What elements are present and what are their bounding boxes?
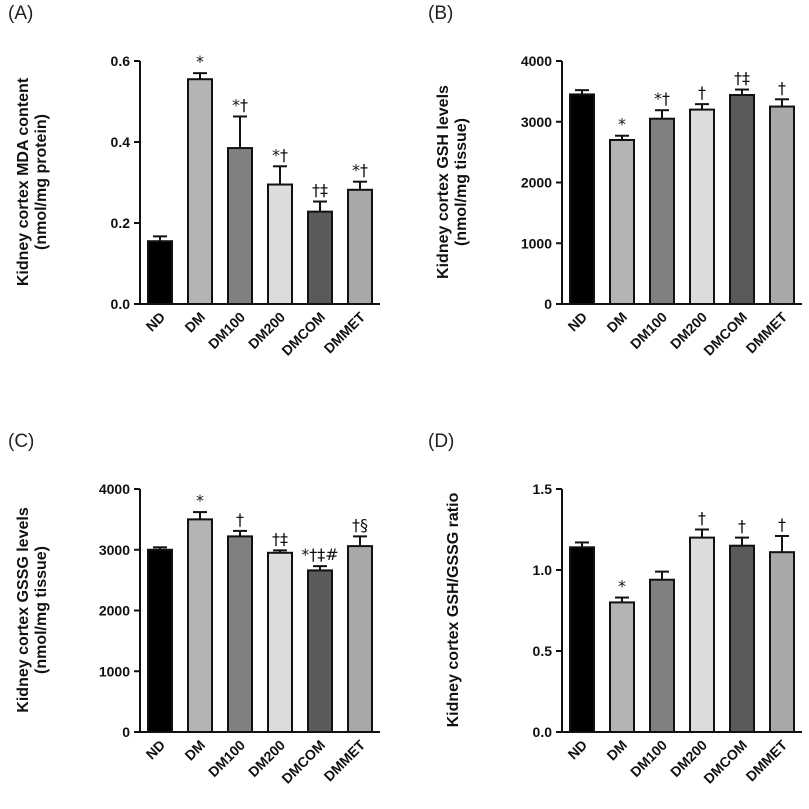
bar-dm200 — [267, 183, 293, 305]
significance-label: *† — [654, 89, 670, 108]
bar-dm — [609, 138, 635, 305]
chart-panel-3: (C) Kidney cortex GSSG levels (nmol/mg tis… — [8, 431, 380, 787]
x-tick-label: DM — [603, 309, 630, 336]
y-axis-label: Kidney cortex GSH levels — [435, 85, 452, 279]
x-tick-label: DMMET — [743, 736, 791, 784]
bar-dm200 — [689, 536, 715, 733]
y-tick-label: 2000 — [99, 603, 130, 619]
x-tick-label: ND — [564, 737, 590, 763]
bar-dm — [609, 601, 635, 734]
bar-nd — [569, 546, 595, 733]
bar-dmmet — [347, 545, 373, 733]
bar-dmmet — [769, 551, 795, 733]
y-tick-label: 0.0 — [533, 724, 553, 740]
significance-label: † — [236, 510, 244, 529]
x-tick-label: DMCOM — [700, 309, 750, 359]
significance-label: * — [618, 577, 626, 596]
bar-dmcom — [307, 210, 333, 305]
bar-dmcom — [307, 569, 333, 734]
bar-dm — [187, 78, 213, 305]
bar-dmcom — [729, 544, 755, 734]
chart-panel-1: (A) Kidney cortex MDA content (nmol/mg pro… — [8, 3, 380, 359]
y-tick-label: 3000 — [99, 542, 130, 558]
bar-nd — [147, 240, 173, 306]
y-tick-label: 1000 — [521, 235, 552, 251]
significance-label: *†‡# — [301, 545, 338, 564]
significance-label: † — [778, 515, 786, 534]
bar-nd — [147, 548, 173, 733]
bar-dm100 — [649, 117, 675, 306]
y-tick-label: 0.4 — [111, 134, 131, 150]
y-tick-label: 0 — [544, 296, 552, 312]
x-tick-label: DMCOM — [700, 737, 750, 787]
panel-label: (D) — [428, 431, 454, 452]
significance-label: †‡ — [272, 529, 288, 548]
significance-label: * — [196, 491, 204, 510]
x-tick-label: DMMET — [743, 308, 791, 356]
chart-panel-4: (D) Kidney cortex GSH/GSSG ratio 0.0 0.5 1.0… — [428, 431, 802, 787]
bar-dmmet — [769, 105, 795, 305]
x-tick-label: DMCOM — [278, 309, 328, 359]
panel-label: (C) — [8, 431, 34, 452]
y-tick-label: 2000 — [521, 175, 552, 191]
bar-dm100 — [227, 535, 253, 734]
panel-label: (A) — [8, 3, 33, 24]
x-tick-label: DM100 — [627, 309, 670, 352]
bar-dmcom — [729, 94, 755, 305]
x-tick-label: DM — [181, 309, 208, 336]
y-tick-label: 4000 — [521, 53, 552, 69]
x-tick-label: DMCOM — [278, 737, 328, 787]
y-tick-label: 0.5 — [533, 643, 553, 659]
significance-label: *† — [232, 95, 248, 114]
x-tick-label: DM — [181, 737, 208, 764]
y-axis-unit-label: (nmol/mg tissue) — [453, 118, 470, 246]
significance-label: * — [618, 115, 626, 134]
chart-panel-2: (B) Kidney cortex GSH levels (nmol/mg tiss… — [428, 3, 802, 359]
y-axis-unit-label: (nmol/mg protein) — [33, 114, 50, 250]
x-tick-label: DMMET — [321, 736, 369, 784]
x-tick-label: DM100 — [627, 737, 670, 780]
bar-dm100 — [649, 578, 675, 733]
x-tick-label: DMMET — [321, 308, 369, 356]
y-tick-label: 0 — [122, 724, 130, 740]
significance-label: *† — [352, 161, 368, 180]
x-tick-label: DM100 — [205, 309, 248, 352]
significance-label: †‡ — [312, 181, 328, 200]
x-tick-label: ND — [142, 309, 168, 335]
y-tick-label: 0.2 — [111, 215, 131, 231]
significance-label: †‡ — [734, 69, 750, 88]
y-tick-label: 4000 — [99, 481, 130, 497]
bar-dm100 — [227, 147, 253, 305]
bar-dm200 — [689, 108, 715, 305]
significance-label: † — [698, 83, 706, 102]
panel-label: (B) — [428, 3, 453, 24]
x-tick-label: ND — [564, 309, 590, 335]
y-tick-label: 1000 — [99, 663, 130, 679]
y-tick-label: 1.0 — [533, 562, 553, 578]
significance-label: † — [698, 509, 706, 528]
y-axis-unit-label: (nmol/mg tissue) — [33, 546, 50, 674]
x-tick-label: DM — [603, 737, 630, 764]
bar-nd — [569, 93, 595, 305]
significance-label: *† — [272, 145, 288, 164]
bar-dmmet — [347, 188, 373, 305]
x-tick-label: DM100 — [205, 737, 248, 780]
significance-label: * — [196, 52, 204, 71]
significance-label: † — [738, 517, 746, 536]
y-tick-label: 1.5 — [533, 481, 553, 497]
bar-dm — [187, 518, 213, 733]
y-tick-label: 0.6 — [111, 53, 131, 69]
bar-dm200 — [267, 551, 293, 733]
significance-label: †§ — [352, 515, 368, 534]
x-tick-label: ND — [142, 737, 168, 763]
significance-label: † — [778, 78, 786, 97]
y-tick-label: 0.0 — [111, 296, 131, 312]
y-axis-label: Kidney cortex GSH/GSSG ratio — [445, 492, 462, 727]
y-axis-label: Kidney cortex MDA content — [15, 77, 32, 286]
y-axis-label: Kidney cortex GSSG levels — [15, 507, 32, 713]
y-tick-label: 3000 — [521, 114, 552, 130]
